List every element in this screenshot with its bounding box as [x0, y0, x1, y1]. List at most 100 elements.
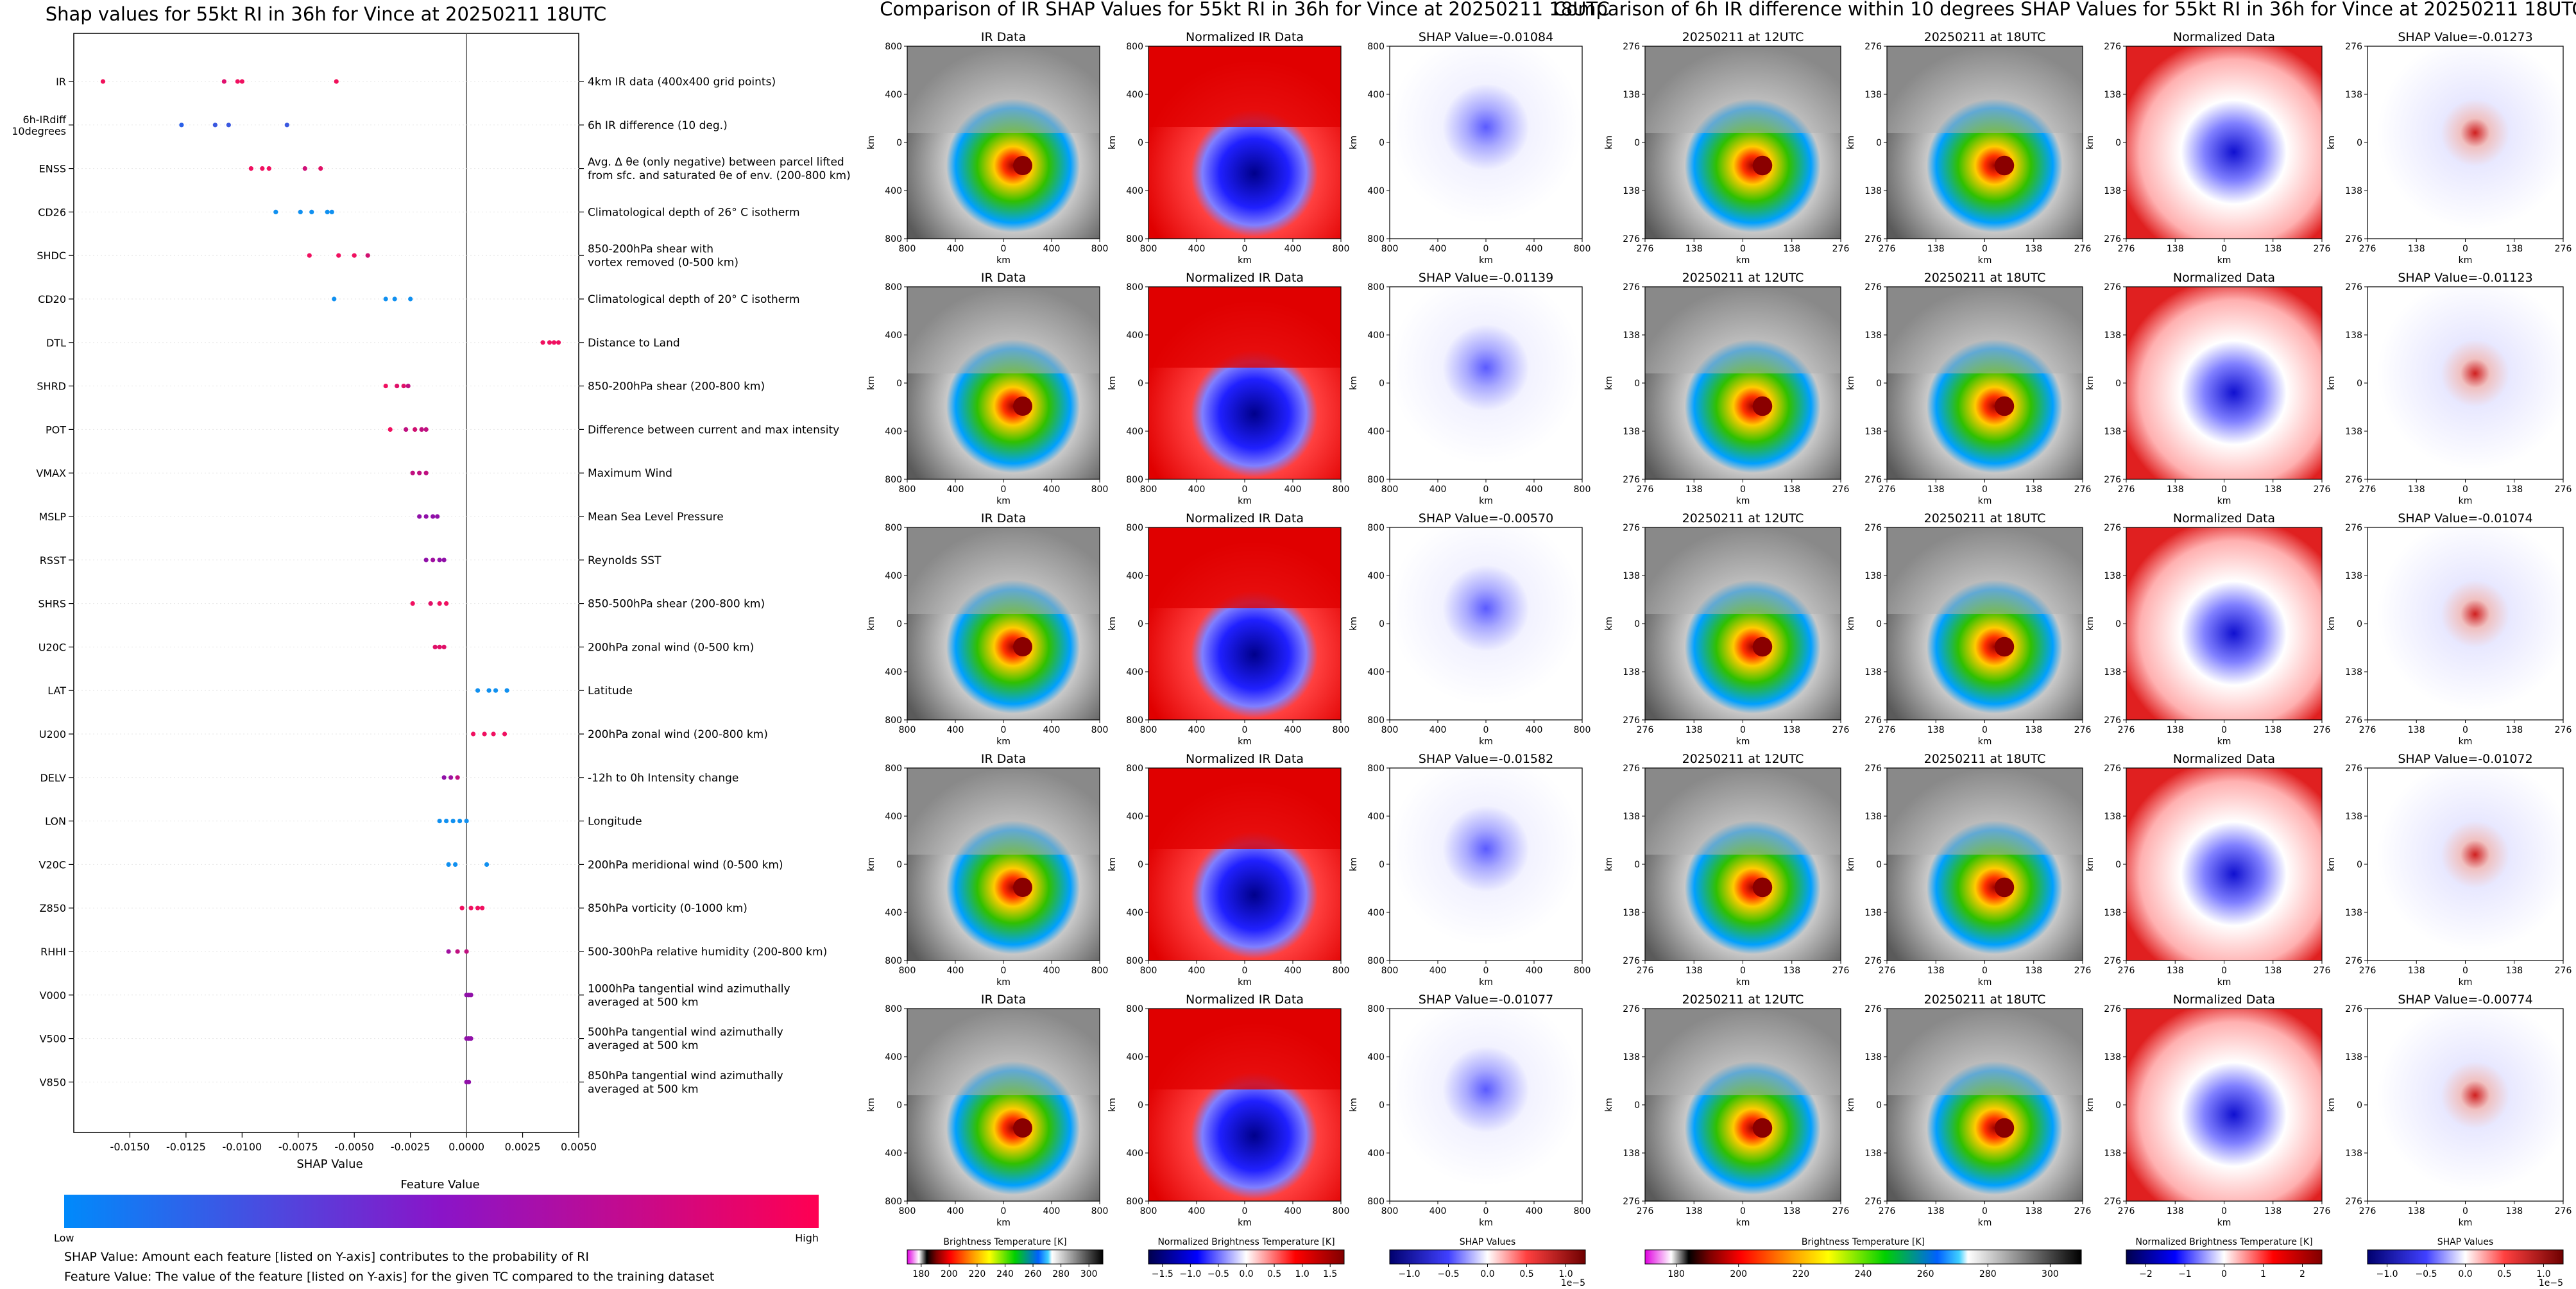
xtick-label: 138	[2025, 484, 2042, 495]
xtick-label: 400	[1284, 244, 1302, 254]
xtick-label: 400	[1188, 725, 1206, 735]
colorbar-tick-label: 240	[996, 1269, 1014, 1279]
xtick-label: 800	[899, 484, 916, 495]
xtick-label: 800	[899, 725, 916, 735]
xtick-label: 276	[2555, 1206, 2572, 1216]
shap-point	[444, 819, 449, 824]
y-unit-label: km	[2085, 617, 2095, 631]
right-cbar2-bar	[2126, 1249, 2323, 1265]
y-unit-label: km	[1107, 376, 1118, 390]
ytick-label: 800	[1126, 282, 1143, 293]
shap-point	[307, 253, 312, 258]
y-unit-label: km	[866, 617, 876, 631]
colorbar-tick-label: −0.5	[1207, 1269, 1229, 1279]
x-unit-label: km	[2459, 255, 2473, 266]
xtick-label: 138	[2408, 484, 2425, 495]
colorbar-tick-label: 260	[1025, 1269, 1042, 1279]
ytick-label: 276	[1623, 234, 1640, 244]
ytick-label: 276	[1864, 715, 1882, 726]
xtick-label: 0	[1483, 966, 1489, 976]
y-unit-label: km	[1846, 617, 1856, 631]
y-unit-label: km	[2085, 376, 2095, 390]
ytick-label: 0	[1138, 860, 1143, 870]
middle-cbar2-bar	[1148, 1249, 1345, 1265]
colorbar-tick-label: −0.5	[2416, 1269, 2437, 1279]
shap-image	[2367, 768, 2563, 960]
shap-point	[431, 514, 436, 519]
ytick-label: 400	[885, 812, 902, 822]
panel-title-d: SHAP Value=-0.00774	[2398, 993, 2532, 1007]
xtick-label: 276	[1637, 244, 1654, 254]
xtick-label: 138	[2264, 484, 2282, 495]
feature-description: 4km IR data (400x400 grid points)	[588, 76, 776, 89]
colorbar-high-label: High	[795, 1232, 819, 1244]
ytick-label: 276	[1623, 475, 1640, 485]
xtick-label: 800	[1140, 484, 1157, 495]
xtick-label: 400	[1188, 1206, 1206, 1216]
xtick-label: 800	[1140, 966, 1157, 976]
storm-eye	[1994, 155, 2015, 176]
xtick-label: 400	[947, 244, 964, 254]
y-unit-label: km	[866, 857, 876, 871]
storm-eye	[1752, 1118, 1773, 1138]
xtick-label: 0	[1242, 966, 1248, 976]
y-unit-label: km	[1107, 617, 1118, 631]
ytick-label: 800	[885, 715, 902, 726]
xtick-label: 800	[1574, 725, 1591, 735]
ytick-label: 276	[2345, 715, 2362, 726]
shap-point	[417, 470, 422, 475]
xtick-label: 0	[1740, 244, 1746, 254]
xtick-label: 800	[1091, 484, 1109, 495]
xtick-label: 276	[2118, 244, 2135, 254]
ytick-label: 0	[2115, 1100, 2121, 1111]
xtick-label: 276	[2118, 484, 2135, 495]
xtick-label: 800	[1140, 1206, 1157, 1216]
ytick-label: 400	[1367, 330, 1385, 341]
ytick-label: 276	[2104, 475, 2121, 485]
shap-point	[325, 209, 330, 214]
ytick-label: 276	[2104, 282, 2121, 293]
xtick-label: 138	[2167, 244, 2184, 254]
xtick-label: -0.0075	[278, 1141, 318, 1153]
xtick-label: 800	[1091, 966, 1109, 976]
xtick-label: 138	[1685, 244, 1703, 254]
shap-point	[395, 384, 400, 389]
ytick-label: 0	[2115, 379, 2121, 389]
xtick-label: 400	[947, 1206, 964, 1216]
cloud-field	[907, 768, 1100, 855]
colorbar-tick-label: −1.0	[1399, 1269, 1420, 1279]
normd-image	[2126, 527, 2322, 720]
panel-title-c: Normalized Data	[2173, 993, 2275, 1007]
x-unit-label: km	[2217, 496, 2231, 506]
xtick-label: 276	[2074, 966, 2092, 976]
x-axis-label: SHAP Value	[296, 1157, 363, 1171]
xtick-label: 400	[1043, 484, 1061, 495]
xtick-label: 800	[1381, 244, 1399, 254]
y-unit-label: km	[1604, 857, 1614, 871]
panel-title-d: SHAP Value=-0.01074	[2398, 511, 2532, 525]
warm-field	[1148, 1009, 1341, 1089]
ytick-label: 400	[885, 571, 902, 581]
ytick-label: 276	[1623, 1197, 1640, 1207]
xtick-label: 276	[2074, 244, 2092, 254]
ytick-label: 138	[2345, 330, 2362, 341]
colorbar-tick-label: 280	[1979, 1269, 1997, 1279]
y-unit-label: km	[2326, 1098, 2337, 1112]
plot-frame	[73, 33, 579, 1133]
ytick-label: 276	[2345, 234, 2362, 244]
shap-point	[479, 905, 485, 910]
xtick-label: 400	[1284, 725, 1302, 735]
ytick-label: 138	[2104, 1052, 2121, 1063]
xtick-label: 276	[2118, 725, 2135, 735]
ytick-label: 276	[2345, 523, 2362, 533]
colorbar-tick-label: 0.0	[2458, 1269, 2472, 1279]
ytick-label: 800	[885, 1197, 902, 1207]
ytick-label: 400	[885, 427, 902, 437]
y-unit-label: km	[1107, 135, 1118, 149]
panel-title-norm: Normalized IR Data	[1186, 271, 1304, 285]
feature-label-v850: V850	[40, 1076, 66, 1088]
ytick-label: 800	[1126, 715, 1143, 726]
colorbar-tick-label: −1.5	[1152, 1269, 1173, 1279]
shap-point	[455, 775, 460, 780]
shap-point	[179, 123, 184, 128]
